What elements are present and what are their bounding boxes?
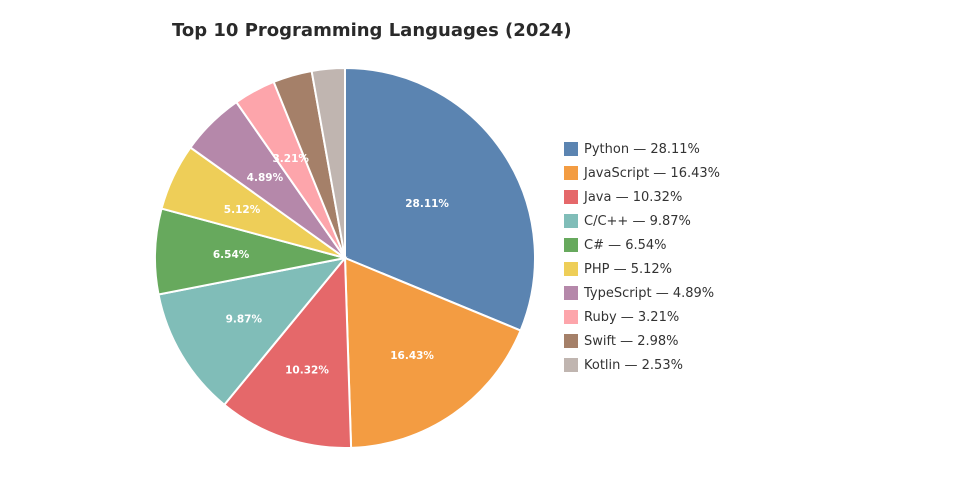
- slice-label-c-c: 9.87%: [226, 313, 263, 325]
- legend-swatch: [564, 358, 578, 372]
- legend-item-python[interactable]: Python — 28.11%: [564, 137, 720, 161]
- pie-slice-c-c: [157, 256, 348, 407]
- legend-swatch: [564, 214, 578, 228]
- slice-label-python: 28.11%: [405, 198, 449, 210]
- legend-swatch: [564, 190, 578, 204]
- legend-label: Kotlin — 2.53%: [584, 357, 683, 373]
- legend-item-javascript[interactable]: JavaScript — 16.43%: [564, 161, 720, 185]
- legend-label: PHP — 5.12%: [584, 261, 673, 277]
- legend-label: C# — 6.54%: [584, 237, 667, 253]
- pie-slice-kotlin: [310, 66, 346, 259]
- slice-label-javascript: 16.43%: [390, 350, 434, 362]
- legend-swatch: [564, 142, 578, 156]
- slice-label-java: 10.32%: [285, 365, 329, 377]
- legend-label: Java — 10.32%: [584, 189, 683, 205]
- legend-swatch: [564, 286, 578, 300]
- slice-label-ruby: 3.21%: [272, 153, 309, 165]
- legend-label: TypeScript — 4.89%: [584, 285, 715, 301]
- legend-swatch: [564, 166, 578, 180]
- legend-item-c-c[interactable]: C/C++ — 9.87%: [564, 209, 720, 233]
- pie-slice-python: [344, 66, 536, 332]
- slice-label-php: 5.12%: [224, 204, 261, 216]
- legend-item-typescript[interactable]: TypeScript — 4.89%: [564, 281, 720, 305]
- legend-swatch: [564, 310, 578, 324]
- legend-item-swift[interactable]: Swift — 2.98%: [564, 329, 720, 353]
- legend-label: C/C++ — 9.87%: [584, 213, 691, 229]
- slice-label-typescript: 4.89%: [247, 172, 284, 184]
- pie-slice-javascript: [343, 256, 522, 449]
- legend-swatch: [564, 262, 578, 276]
- legend-label: Ruby — 3.21%: [584, 309, 680, 325]
- legend-label: Python — 28.11%: [584, 141, 700, 157]
- slice-label-c: 6.54%: [213, 249, 250, 261]
- legend-item-kotlin[interactable]: Kotlin — 2.53%: [564, 353, 720, 377]
- legend-item-php[interactable]: PHP — 5.12%: [564, 257, 720, 281]
- pie-slice-java: [222, 255, 353, 449]
- chart-title: Top 10 Programming Languages (2024): [172, 20, 572, 41]
- legend: Python — 28.11% JavaScript — 16.43% Java —…: [564, 137, 720, 377]
- legend-item-java[interactable]: Java — 10.32%: [564, 185, 720, 209]
- legend-swatch: [564, 334, 578, 348]
- legend-swatch: [564, 238, 578, 252]
- legend-item-c[interactable]: C# — 6.54%: [564, 233, 720, 257]
- legend-label: Swift — 2.98%: [584, 333, 679, 349]
- legend-item-ruby[interactable]: Ruby — 3.21%: [564, 305, 720, 329]
- legend-label: JavaScript — 16.43%: [584, 165, 720, 181]
